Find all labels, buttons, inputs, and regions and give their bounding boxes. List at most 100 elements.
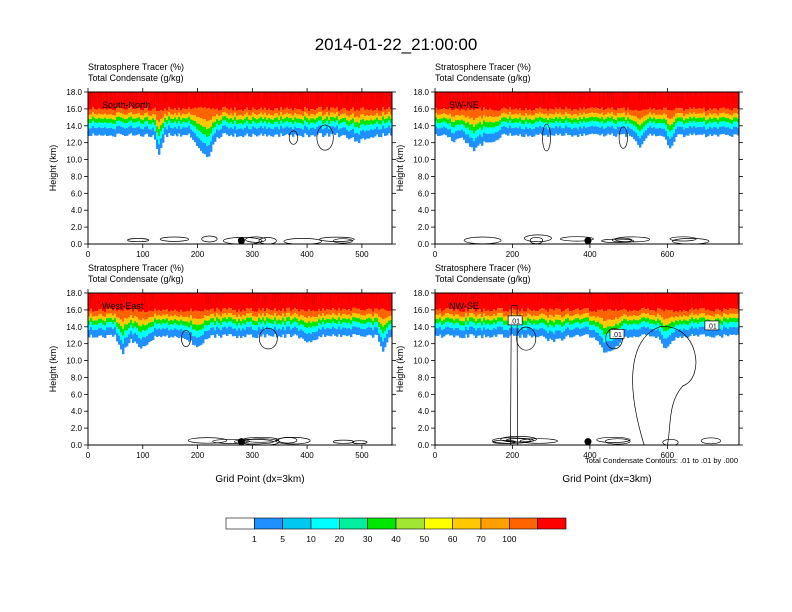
tracer-cell <box>382 125 385 134</box>
tracer-cell <box>693 107 696 113</box>
tracer-cell <box>453 109 456 117</box>
tracer-cell <box>495 293 498 311</box>
tracer-cell <box>489 324 492 330</box>
tracer-cell <box>541 322 544 328</box>
tracer-cell <box>561 128 564 136</box>
tracer-cell <box>222 107 225 113</box>
tracer-cell <box>238 115 241 120</box>
y-tick-label: 18.0 <box>413 88 429 97</box>
tracer-cell <box>246 120 249 126</box>
tracer-cell <box>527 326 530 335</box>
tracer-cell <box>160 320 163 325</box>
tracer-cell <box>651 319 654 324</box>
tracer-cell <box>687 128 690 136</box>
tracer-cell <box>284 118 287 123</box>
tracer-cell <box>348 110 351 117</box>
tracer-cell <box>370 129 373 138</box>
tracer-cell <box>362 310 365 316</box>
tracer-cell <box>725 118 728 123</box>
tracer-cell <box>318 314 321 319</box>
tracer-streak <box>623 92 625 104</box>
tracer-cell <box>589 117 592 122</box>
tracer-cell <box>453 133 456 143</box>
tracer-cell <box>551 118 554 123</box>
tracer-cell <box>182 113 185 118</box>
tracer-cell <box>681 121 684 127</box>
y-tick-label: 14.0 <box>413 323 429 332</box>
tracer-cell <box>667 324 670 331</box>
tracer-cell <box>274 317 277 322</box>
tracer-cell <box>322 120 325 125</box>
tracer-cell <box>332 116 335 122</box>
tracer-cell <box>218 92 221 111</box>
tracer-cell <box>547 92 550 111</box>
tracer-cell <box>158 144 161 155</box>
tracer-cell <box>102 122 105 129</box>
tracer-cell <box>701 122 704 128</box>
tracer-cell <box>547 129 550 137</box>
tracer-cell <box>473 309 476 315</box>
tracer-cell <box>577 129 580 137</box>
tracer-cell <box>715 327 718 336</box>
tracer-cell <box>711 114 714 120</box>
tracer-cell <box>196 293 199 313</box>
tracer-cell <box>248 322 251 328</box>
tracer-cell <box>573 328 576 337</box>
tracer-cell <box>356 121 359 127</box>
tracer-cell <box>252 92 255 108</box>
tracer-cell <box>334 309 337 315</box>
tracer-cell <box>711 329 714 338</box>
tracer-cell <box>437 328 440 337</box>
tracer-cell <box>190 114 193 120</box>
tracer-streak <box>565 293 567 299</box>
tracer-cell <box>569 92 572 109</box>
tracer-cell <box>346 319 349 324</box>
tracer-cell <box>717 92 720 111</box>
tracer-cell <box>130 125 133 134</box>
tracer-cell <box>685 114 688 119</box>
tracer-cell <box>196 123 199 130</box>
tracer-cell <box>286 112 289 118</box>
tracer-cell <box>725 293 728 309</box>
panel-title: Stratosphere Tracer (%) <box>435 62 531 72</box>
tracer-cell <box>713 293 716 312</box>
tracer-cell <box>675 123 678 129</box>
tracer-cell <box>124 337 127 348</box>
tracer-cell <box>707 110 710 116</box>
tracer-cell <box>226 293 229 310</box>
tracer-cell <box>310 333 313 343</box>
tracer-cell <box>196 331 199 338</box>
tracer-cell <box>695 327 698 336</box>
tracer-cell <box>120 92 123 109</box>
tracer-cell <box>551 127 554 136</box>
tracer-cell <box>589 329 592 338</box>
tracer-cell <box>451 314 454 319</box>
tracer-cell <box>699 113 702 118</box>
tracer-cell <box>192 120 195 126</box>
tracer-cell <box>657 114 660 120</box>
tracer-streak <box>336 92 338 100</box>
tracer-cell <box>555 319 558 325</box>
tracer-cell <box>731 115 734 121</box>
tracer-cell <box>210 309 213 315</box>
tracer-cell <box>190 315 193 321</box>
tracer-cell <box>214 116 217 122</box>
colorbar-swatch <box>225 517 255 530</box>
tracer-cell <box>106 308 109 314</box>
tracer-cell <box>729 123 732 129</box>
tracer-cell <box>302 320 305 326</box>
tracer-cell <box>677 330 680 339</box>
tracer-cell <box>168 311 171 317</box>
tracer-cell <box>360 310 363 316</box>
tracer-cell <box>204 126 207 135</box>
tracer-cell <box>733 293 736 309</box>
tracer-cell <box>557 109 560 115</box>
tracer-cell <box>206 121 209 130</box>
tracer-streak <box>342 92 344 100</box>
tracer-cell <box>358 134 361 143</box>
tracer-cell <box>88 320 91 325</box>
tracer-cell <box>635 109 638 117</box>
tracer-cell <box>701 326 704 335</box>
tracer-cell <box>553 123 556 129</box>
tracer-cell <box>140 320 143 327</box>
